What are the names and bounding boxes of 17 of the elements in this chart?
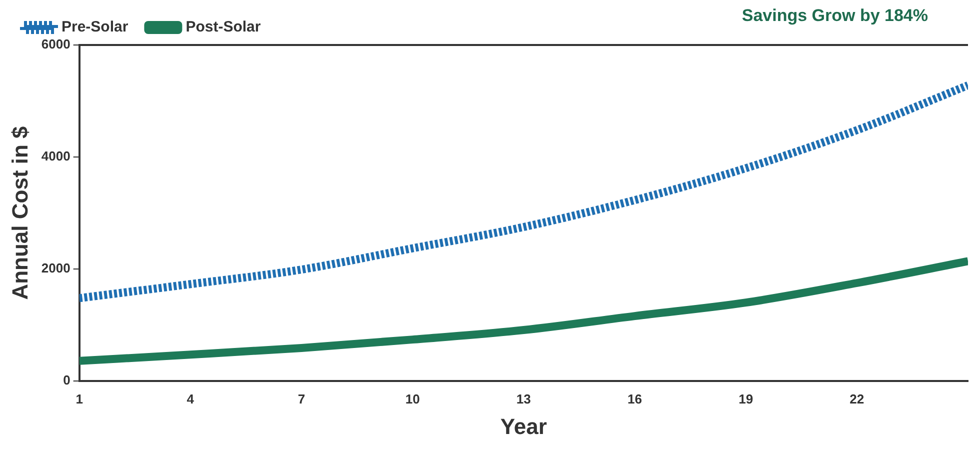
x-axis-title: Year [500, 414, 548, 439]
x-tick-label: 22 [850, 391, 864, 406]
text: Savings Grow by 184% [742, 6, 928, 26]
x-tick-label: 16 [628, 391, 642, 406]
x-tick-label: 4 [186, 391, 195, 406]
y-tick-label: 0 [63, 372, 70, 388]
x-tick-label: 13 [516, 391, 531, 406]
legend-label: Pre-Solar [62, 18, 128, 36]
x-tick-label: 19 [738, 391, 754, 406]
y-tick-label: 6000 [41, 36, 70, 52]
y-tick-label: 2000 [41, 260, 70, 276]
x-tick-label: 7 [298, 391, 306, 406]
y-axis-title: Annual Cost in $ [7, 126, 32, 300]
legend-label: Post-Solar [186, 18, 261, 36]
x-tick-label: 10 [405, 391, 420, 406]
x-tick-label: 1 [76, 391, 83, 406]
y-tick-label: 4000 [41, 148, 70, 164]
